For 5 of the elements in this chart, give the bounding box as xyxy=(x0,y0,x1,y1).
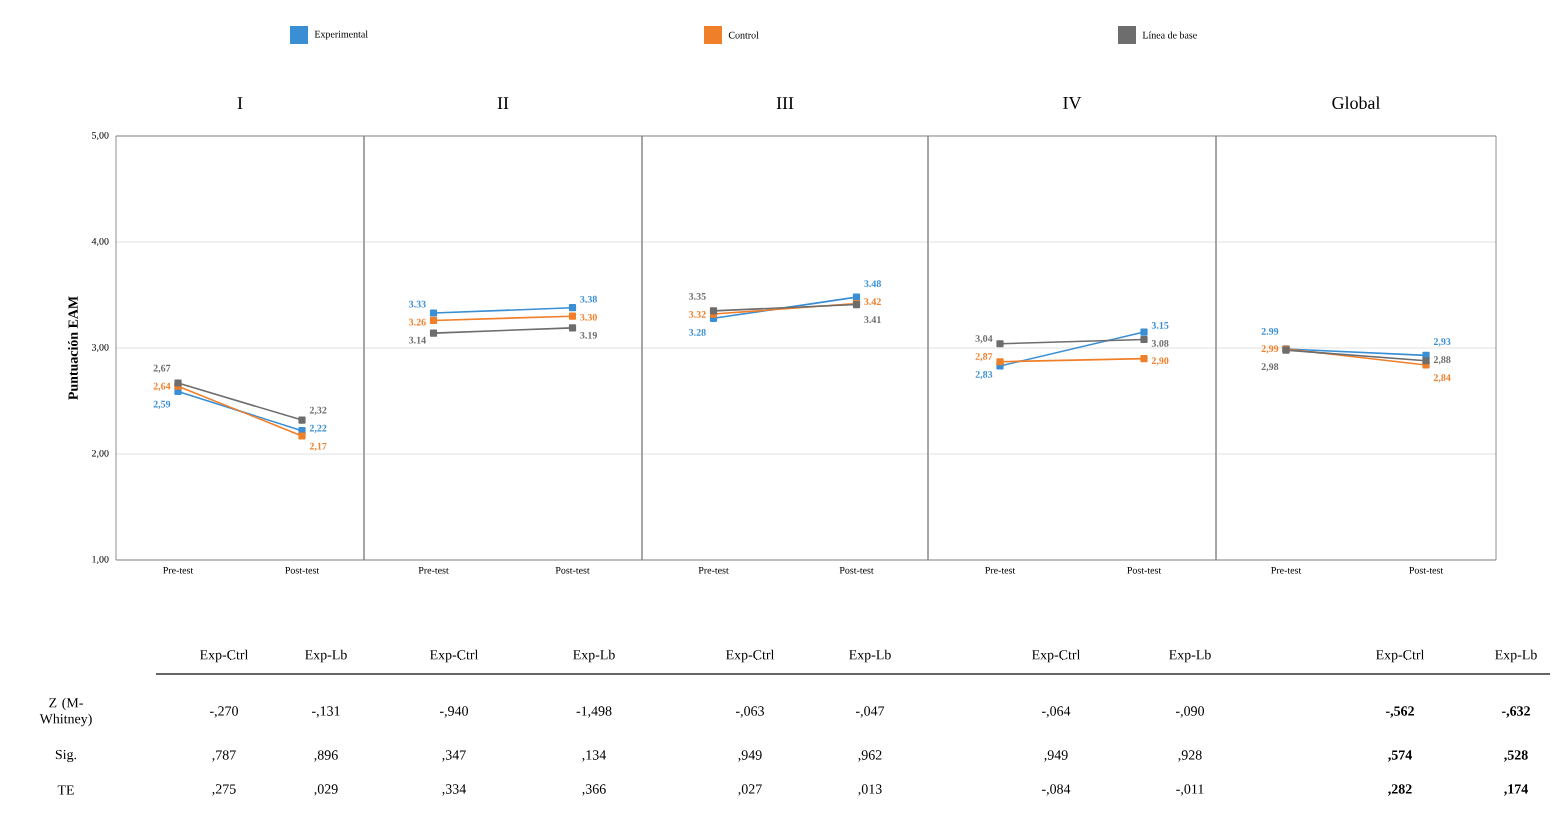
chart-title: I xyxy=(237,97,243,109)
chart-title: IV xyxy=(1063,96,1082,110)
chart-title: II xyxy=(497,97,509,109)
chart-title: III xyxy=(776,97,794,109)
chart-title: Global xyxy=(1332,96,1381,110)
